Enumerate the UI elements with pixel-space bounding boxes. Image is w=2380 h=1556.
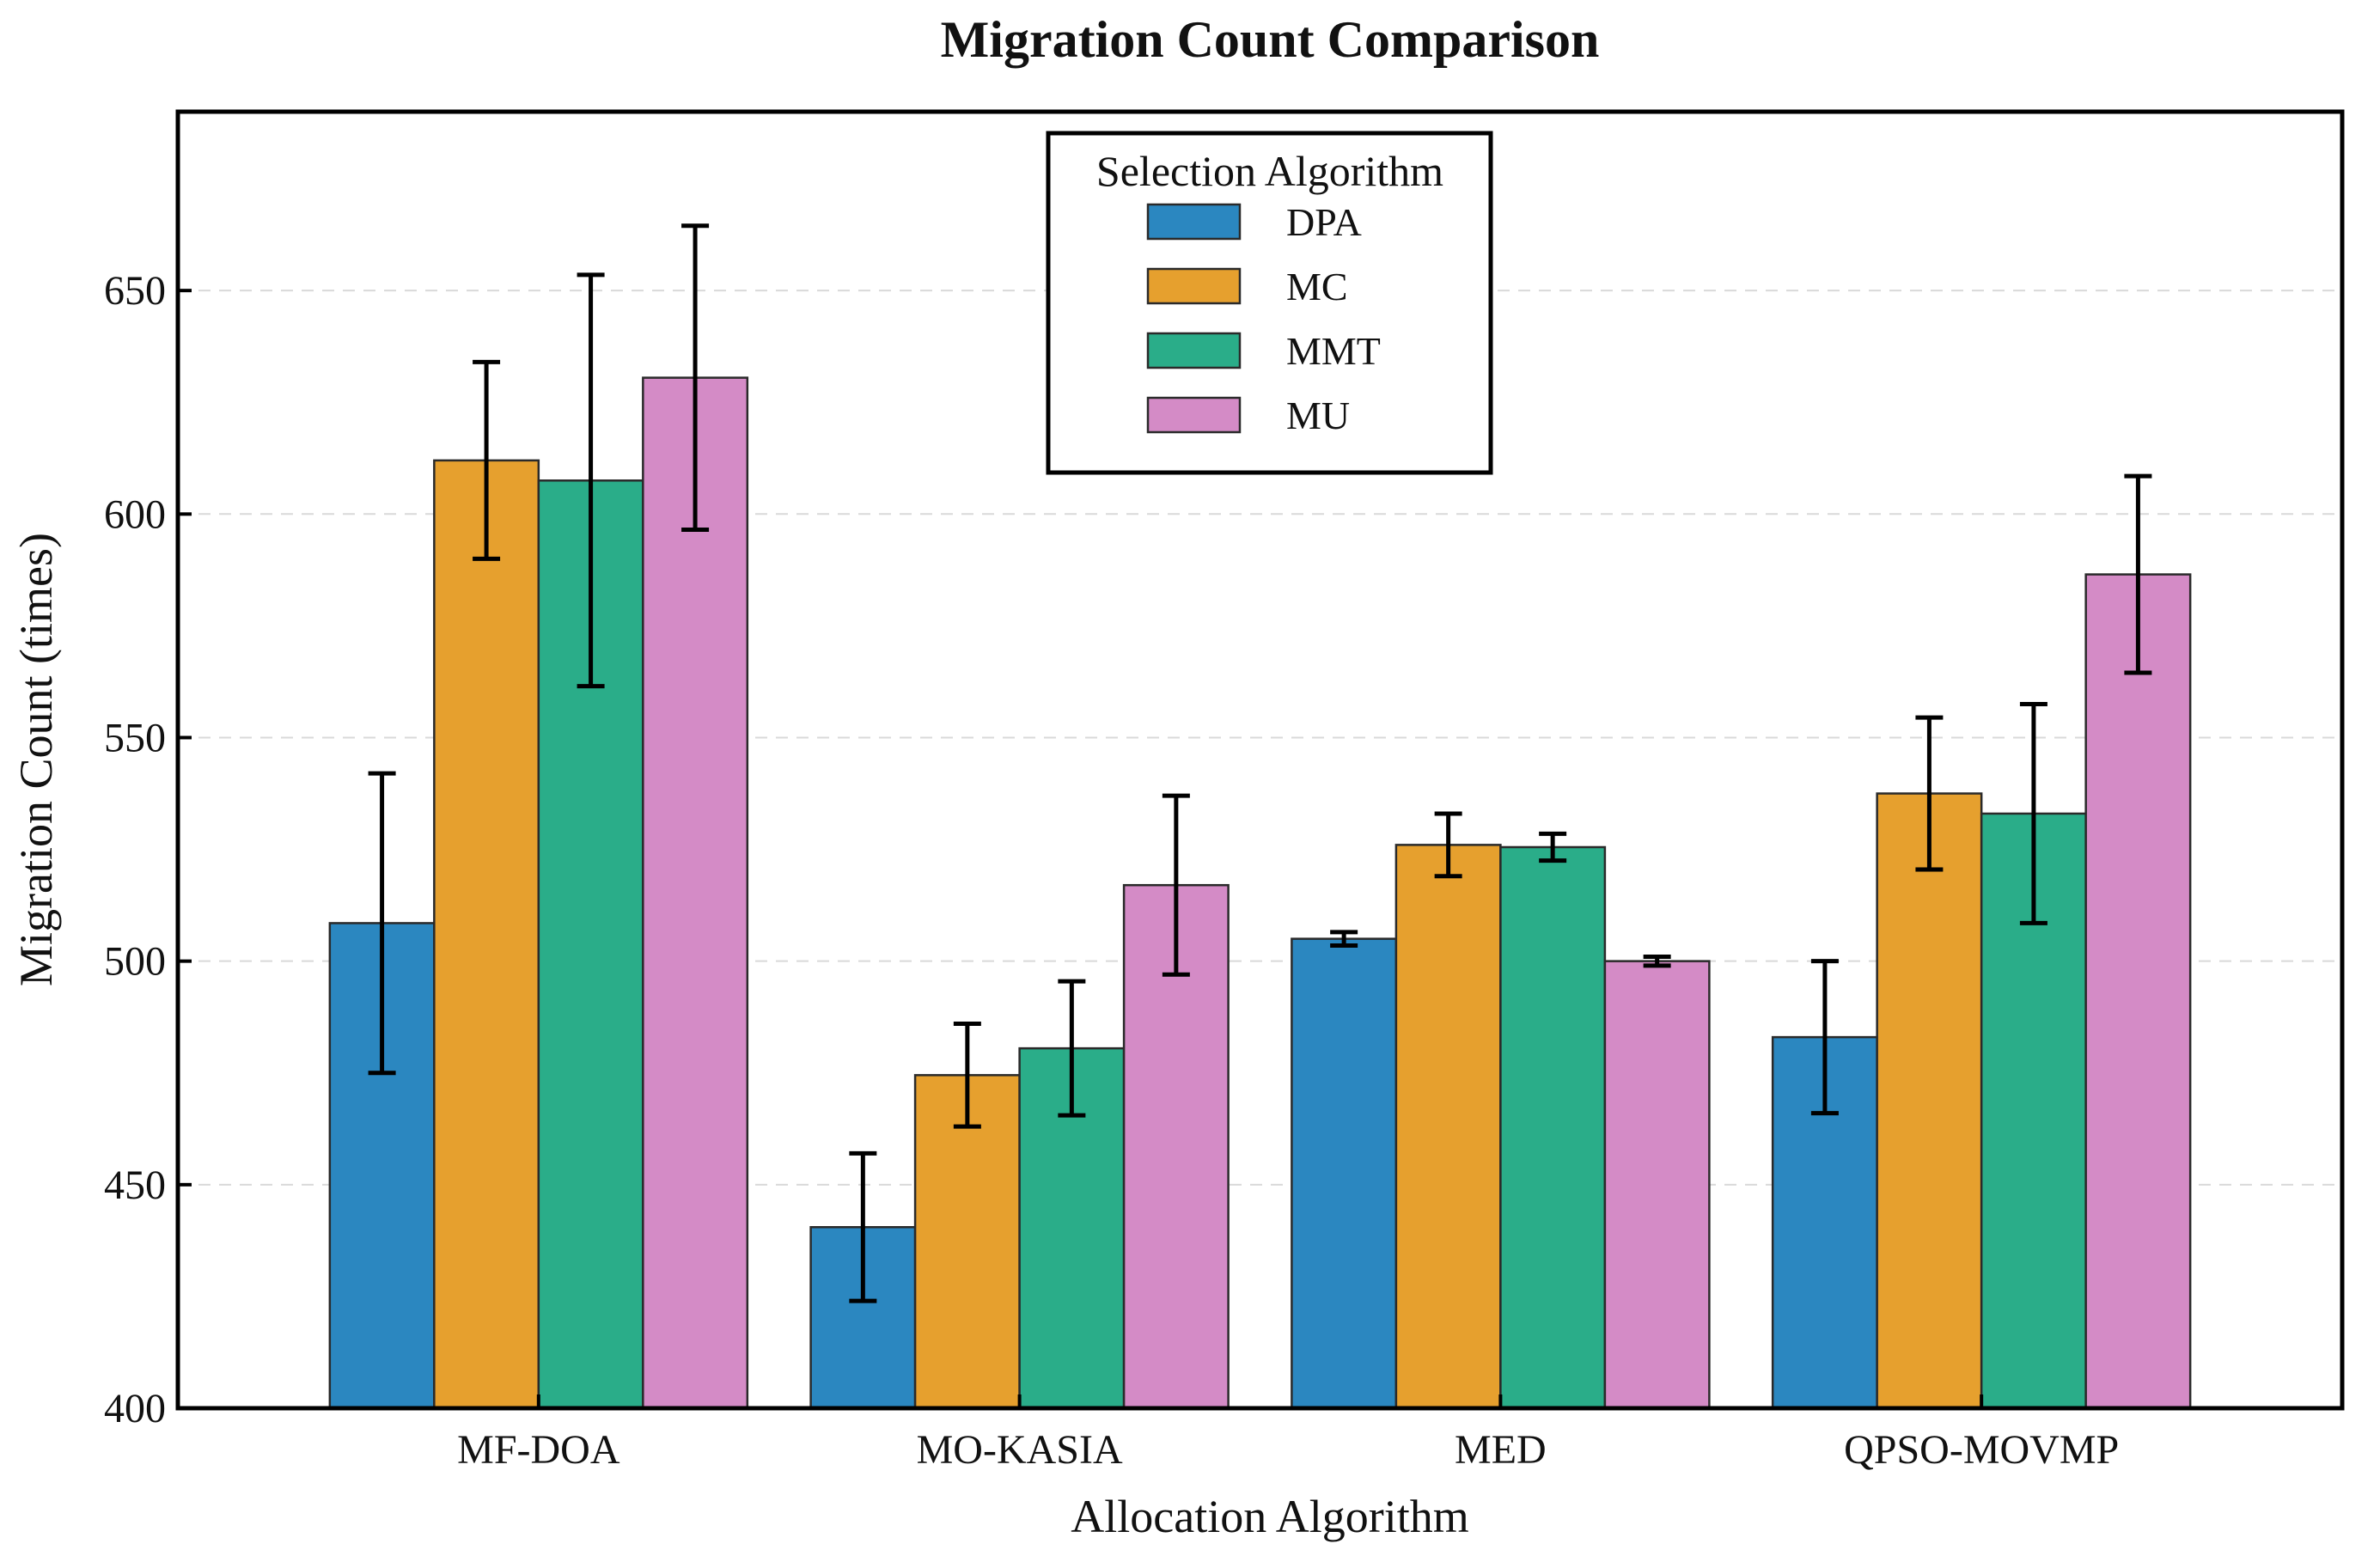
bar [642,376,749,1410]
y-tick-label: 550 [104,715,166,760]
legend-box [1046,131,1493,475]
legend-label: MC [1286,265,1348,308]
legend-label: MU [1286,394,1350,437]
y-tick-label: 500 [104,939,166,985]
legend-label: MMT [1286,329,1381,373]
bar [433,459,540,1410]
chart-title: Migration Count Comparison [941,11,1600,68]
x-tick-label: QPSO-MOVMP [1844,1427,2119,1473]
legend-swatch [1146,203,1242,241]
x-tick-label: MO-KASIA [917,1427,1123,1473]
y-tick-label: 600 [104,491,166,537]
y-tick-label: 650 [104,268,166,314]
bars [328,376,2192,1410]
bar [1394,844,1502,1410]
x-tick-label: MF-DOA [457,1427,620,1473]
plot-area-frame [175,109,2345,1411]
legend-swatch [1146,396,1242,434]
legend-swatch [1146,267,1242,305]
y-axis-label: Migration Count (times) [10,533,62,986]
legend-items: DPA MC MMT MU [1146,200,1381,437]
bar [1499,845,1607,1410]
y-tick-label: 450 [104,1162,166,1208]
legend-swatch [1146,332,1242,369]
bar [1603,960,1711,1410]
bar [1876,792,1983,1410]
legend-title: Selection Algorithm [1096,147,1443,195]
axis-ticks: 400 450 500 550 600 650 MF-DOA MO-KASIA MED QPSO-… [104,268,2119,1473]
y-tick-label: 400 [104,1386,166,1431]
bar [1291,937,1398,1410]
legend: Selection Algorithm DPA MC MMT MU [1046,131,1493,475]
error-bars [368,223,2152,1303]
legend-label: DPA [1286,200,1362,244]
x-axis-label: Allocation Algorithm [1071,1491,1468,1542]
x-tick-label: MED [1455,1427,1547,1473]
bar [2084,573,2192,1410]
